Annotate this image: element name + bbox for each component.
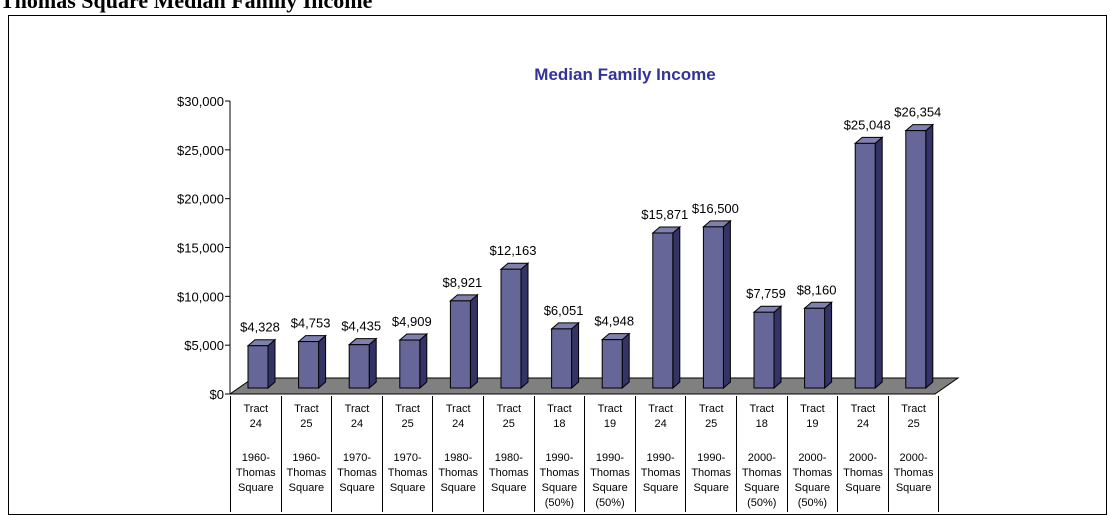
bar xyxy=(348,344,370,389)
x-group-label: 1970-Thomas Square xyxy=(331,446,382,512)
x-group-label: 1970-Thomas Square xyxy=(381,446,433,512)
x-tick-label: Tract 19 xyxy=(786,396,838,446)
x-group-label: 1980-Thomas Square xyxy=(432,446,483,512)
page-heading: Thomas Square Median Family Income xyxy=(0,0,373,13)
bar xyxy=(905,130,927,389)
bar xyxy=(753,311,775,389)
x-tick-label: Tract 25 xyxy=(887,396,939,446)
bar xyxy=(399,339,421,389)
x-group-label: 2000-Thomas Square xyxy=(837,446,888,512)
y-tick-label: $5,000 xyxy=(184,338,224,353)
x-group-label: 2000-Thomas Square xyxy=(887,446,939,512)
chart-title: Median Family Income xyxy=(534,65,715,84)
floor xyxy=(228,377,960,395)
bar xyxy=(551,328,573,389)
x-tick-label: Tract 24 xyxy=(432,396,483,446)
bar xyxy=(652,232,674,389)
x-tick-label: Tract 24 xyxy=(634,396,686,446)
bar-side xyxy=(874,136,883,390)
x-group-label: 1980-Thomas Square xyxy=(483,446,534,512)
value-label: $25,048 xyxy=(844,117,891,132)
value-label: $8,921 xyxy=(443,275,483,290)
x-group-label: 1990-Thomas Square xyxy=(634,446,686,512)
y-tick-label: $10,000 xyxy=(177,289,224,304)
x-tick-label: Tract 25 xyxy=(483,396,534,446)
x-tick-label: Tract 19 xyxy=(584,396,635,446)
value-label: $4,948 xyxy=(594,314,634,329)
x-tick-label: Tract 25 xyxy=(685,396,736,446)
y-tick-label: $25,000 xyxy=(177,143,224,158)
y-tick-label: $30,000 xyxy=(177,94,224,109)
value-label: $7,759 xyxy=(746,286,786,301)
bar-side xyxy=(773,305,782,390)
x-tick-label: Tract 25 xyxy=(381,396,433,446)
bar-side xyxy=(419,332,428,390)
bar-side xyxy=(318,334,327,390)
bar xyxy=(854,142,876,389)
value-label: $6,051 xyxy=(544,303,584,318)
x-tick-label: Tract 18 xyxy=(533,396,585,446)
value-label: $4,435 xyxy=(341,319,381,334)
x-tick-label: Tract 24 xyxy=(837,396,888,446)
bar xyxy=(702,226,724,389)
bar-side xyxy=(469,293,478,390)
bar xyxy=(804,307,826,389)
bar xyxy=(601,339,623,389)
y-tick-label: $20,000 xyxy=(177,192,224,207)
bar xyxy=(298,341,320,389)
value-label: $12,163 xyxy=(490,243,537,258)
bar-side xyxy=(672,225,681,390)
value-label: $4,328 xyxy=(240,320,280,335)
x-group-label: 2000-Thomas Square (50%) xyxy=(736,446,787,512)
x-tick-label: Tract 18 xyxy=(736,396,787,446)
bar-side xyxy=(368,337,377,390)
x-group-label: 1990-Thomas Square xyxy=(685,446,736,512)
x-group-label: 1990-Thomas Square (50%) xyxy=(533,446,585,512)
bar-side xyxy=(621,332,630,390)
bar xyxy=(449,300,471,389)
bar-side xyxy=(925,123,934,390)
x-group-label: 1960-Thomas Square xyxy=(230,446,281,512)
bar-side xyxy=(722,219,731,390)
value-label: $26,354 xyxy=(894,105,941,120)
value-label: $15,871 xyxy=(641,207,688,222)
value-label: $8,160 xyxy=(797,282,837,297)
x-group-label: 1990-Thomas Square (50%) xyxy=(584,446,635,512)
x-tick-label: Tract 24 xyxy=(331,396,382,446)
bar xyxy=(500,268,522,389)
y-tick-label: $15,000 xyxy=(177,241,224,256)
x-group-label: 2000-Thomas Square (50%) xyxy=(786,446,838,512)
x-group-label: 1960-Thomas Square xyxy=(280,446,332,512)
value-label: $4,909 xyxy=(392,314,432,329)
bar-side xyxy=(520,262,529,390)
bar-side xyxy=(824,301,833,390)
x-tick-label: Tract 24 xyxy=(230,396,281,446)
bar xyxy=(247,345,269,389)
x-tick-label: Tract 25 xyxy=(280,396,332,446)
value-label: $4,753 xyxy=(291,316,331,331)
bar-side xyxy=(571,321,580,390)
bar-side xyxy=(267,338,276,390)
y-tick-label: $0 xyxy=(210,387,224,402)
value-label: $16,500 xyxy=(692,201,739,216)
table-border xyxy=(938,396,940,512)
